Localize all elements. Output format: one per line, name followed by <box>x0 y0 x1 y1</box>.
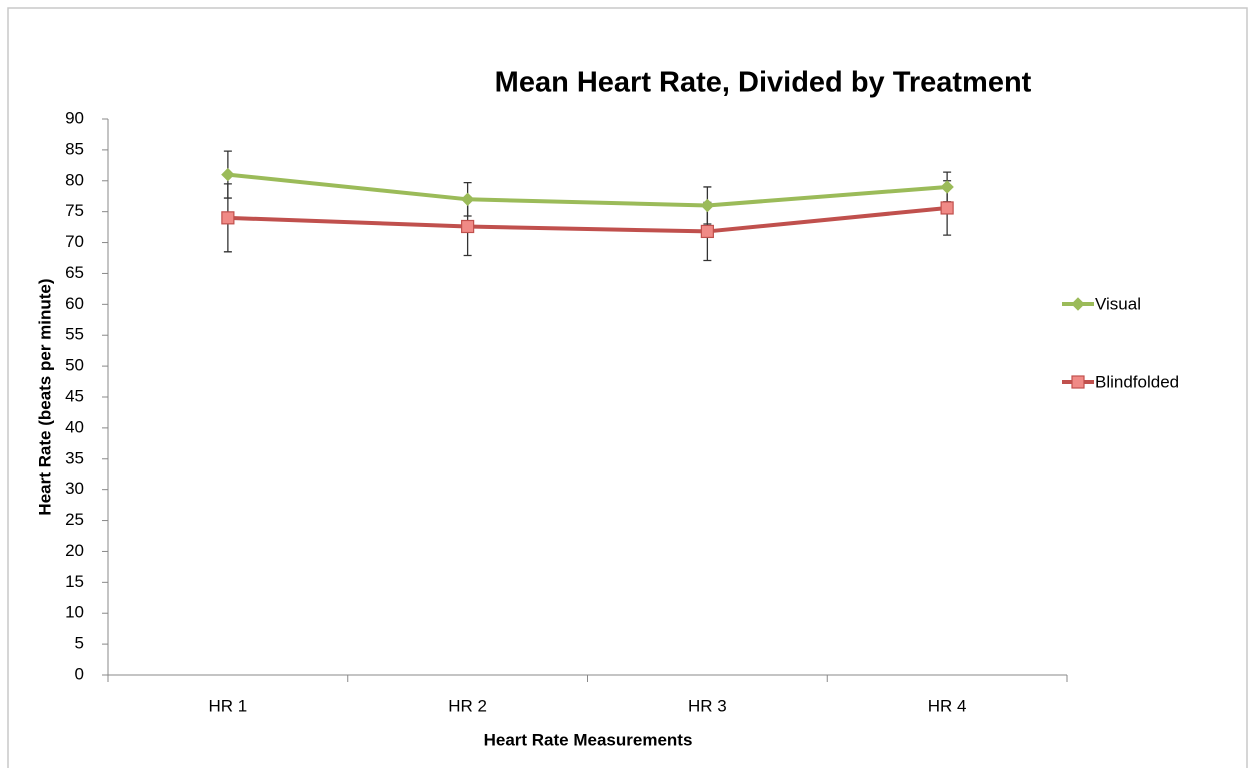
y-tick-label: 35 <box>65 448 84 467</box>
y-tick-label: 85 <box>65 139 84 158</box>
y-tick-label: 30 <box>65 479 84 498</box>
y-tick-label: 60 <box>65 294 84 313</box>
y-tick-label: 80 <box>65 170 84 189</box>
y-tick-label: 65 <box>65 263 84 282</box>
x-axis-title: Heart Rate Measurements <box>484 730 693 749</box>
y-tick-label: 90 <box>65 108 84 127</box>
data-point <box>700 198 715 213</box>
chart-frame <box>7 7 1248 768</box>
legend-label: Blindfolded <box>1095 372 1179 391</box>
y-tick-label: 45 <box>65 386 84 405</box>
y-tick-label: 5 <box>75 634 84 653</box>
data-point <box>461 219 475 234</box>
legend-marker <box>1071 375 1085 389</box>
y-tick-label: 40 <box>65 417 84 436</box>
series-line <box>227 205 948 234</box>
y-tick-label: 75 <box>65 201 84 220</box>
legend-label: Visual <box>1095 294 1141 313</box>
chart-title: Mean Heart Rate, Divided by Treatment <box>495 67 1032 99</box>
y-tick-label: 50 <box>65 356 84 375</box>
data-point <box>700 224 714 239</box>
y-tick-label: 20 <box>65 541 84 560</box>
y-axis-title: Heart Rate (beats per minute) <box>35 278 54 515</box>
y-tick-label: 15 <box>65 572 84 591</box>
data-point <box>221 211 235 225</box>
legend-marker <box>1071 297 1085 311</box>
x-tick-label: HR 1 <box>209 696 248 715</box>
y-tick-label: 55 <box>65 325 84 344</box>
x-tick-label: HR 2 <box>448 696 487 715</box>
y-tick-label: 70 <box>65 232 84 251</box>
x-tick-label: HR 4 <box>928 696 967 715</box>
data-point <box>460 192 475 207</box>
y-tick-label: 0 <box>75 664 84 683</box>
y-tick-label: 25 <box>65 510 84 529</box>
data-point <box>940 180 954 194</box>
data-point <box>221 167 235 182</box>
series-line <box>227 172 948 208</box>
x-tick-label: HR 3 <box>688 696 727 715</box>
y-tick-label: 10 <box>65 603 84 622</box>
data-point <box>940 201 954 215</box>
